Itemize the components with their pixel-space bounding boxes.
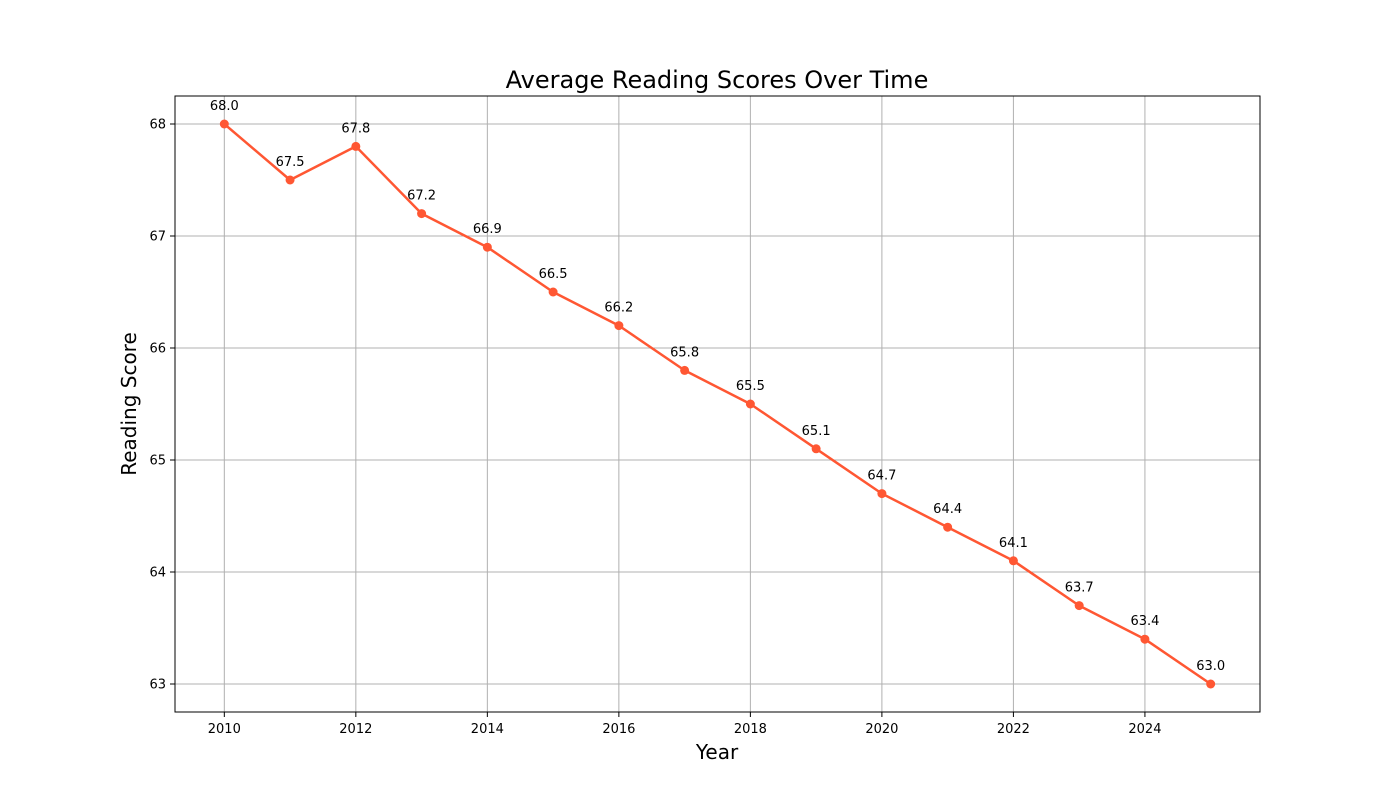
data-label: 63.4 xyxy=(1130,614,1159,629)
data-point xyxy=(614,321,624,331)
series-line xyxy=(223,122,1212,686)
data-labels: 68.0 67.5 67.8 67.2 66.9 66.5 66.2 65.8 65.5 65.1… xyxy=(210,99,1225,674)
data-label: 64.4 xyxy=(933,502,962,517)
x-axis-title: Year xyxy=(695,740,739,764)
x-tick-label: 2024 xyxy=(1128,722,1161,737)
x-tick-label: 2014 xyxy=(471,722,504,737)
data-label: 66.2 xyxy=(604,301,633,316)
y-tick-label: 68 xyxy=(149,118,166,133)
data-label: 65.5 xyxy=(736,379,765,394)
data-label: 67.5 xyxy=(276,155,305,170)
x-tick-label: 2018 xyxy=(734,722,767,737)
data-point xyxy=(811,444,821,454)
data-label: 65.1 xyxy=(802,424,831,439)
data-point xyxy=(219,119,229,129)
data-label: 65.8 xyxy=(670,345,699,360)
plot-frame xyxy=(174,95,1261,713)
x-tick-label: 2010 xyxy=(208,722,241,737)
data-point xyxy=(680,365,690,375)
data-label: 64.1 xyxy=(999,536,1028,551)
data-point xyxy=(1206,679,1216,689)
data-point xyxy=(1074,601,1084,611)
axis-ticks: 2010 2012 2014 2016 2018 2020 2022 2024 63 64 65 66… xyxy=(149,118,1161,738)
data-label: 66.5 xyxy=(539,267,568,282)
data-label: 63.7 xyxy=(1065,581,1094,596)
series xyxy=(219,119,1216,689)
data-point xyxy=(1008,556,1018,566)
data-label: 66.9 xyxy=(473,222,502,237)
data-point xyxy=(417,209,427,219)
data-label: 68.0 xyxy=(210,99,239,114)
y-tick-label: 63 xyxy=(149,678,166,693)
data-label: 67.2 xyxy=(407,189,436,204)
data-point xyxy=(351,141,361,151)
x-tick-label: 2016 xyxy=(602,722,635,737)
data-point xyxy=(877,489,887,499)
y-tick-label: 64 xyxy=(149,566,166,581)
y-axis-title: Reading Score xyxy=(117,332,141,476)
x-tick-label: 2012 xyxy=(339,722,372,737)
data-point xyxy=(943,522,953,532)
data-point xyxy=(285,175,295,185)
data-label: 64.7 xyxy=(867,469,896,484)
data-label: 67.8 xyxy=(341,121,370,136)
data-point xyxy=(745,399,755,409)
data-point xyxy=(1140,634,1150,644)
y-tick-label: 66 xyxy=(149,342,166,357)
data-point xyxy=(482,242,492,252)
grid xyxy=(175,96,1260,712)
y-tick-label: 65 xyxy=(149,454,166,469)
x-tick-label: 2020 xyxy=(865,722,898,737)
chart-title: Average Reading Scores Over Time xyxy=(506,66,929,94)
data-point xyxy=(548,287,558,297)
x-tick-label: 2022 xyxy=(997,722,1030,737)
y-tick-label: 67 xyxy=(149,230,166,245)
data-label: 63.0 xyxy=(1196,659,1225,674)
